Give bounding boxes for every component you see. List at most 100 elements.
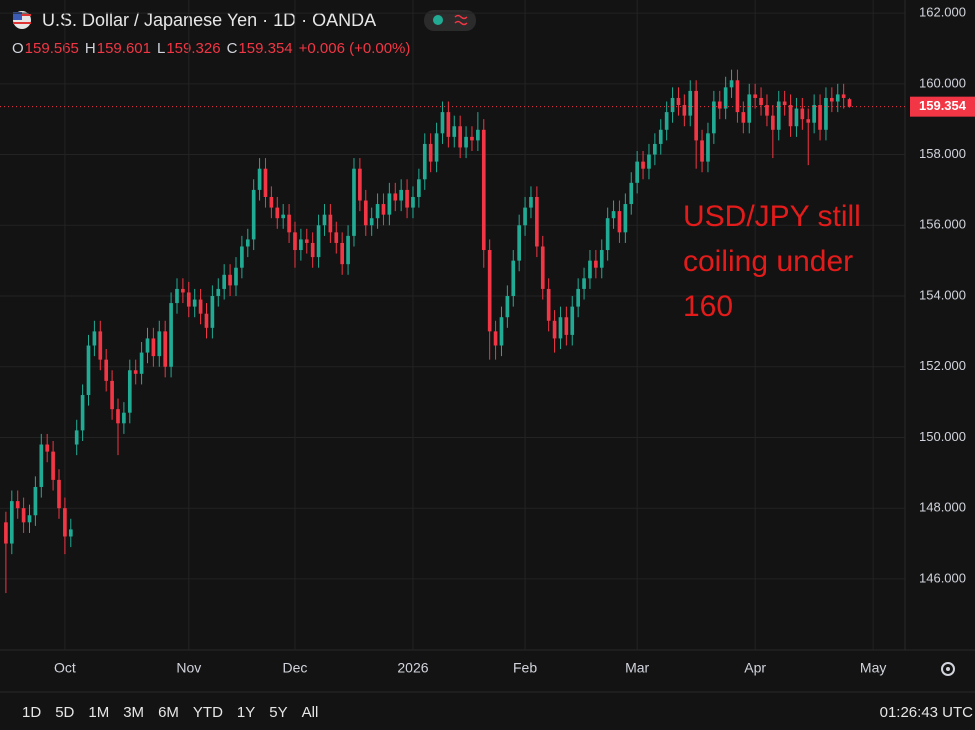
candle-body: [316, 225, 321, 258]
candle-body: [588, 260, 592, 279]
range-button[interactable]: 1Y: [237, 704, 255, 721]
candle-body: [741, 112, 746, 123]
annotation: coiling under: [683, 245, 853, 278]
candle-body: [653, 143, 657, 155]
status-dot: [433, 15, 443, 25]
candle-body: [629, 182, 634, 205]
range-button[interactable]: 5Y: [269, 704, 287, 721]
candle-body: [4, 522, 8, 544]
candle-body: [835, 94, 840, 102]
candle-body: [464, 136, 468, 148]
candle-body: [623, 204, 628, 233]
chart-title: U.S. Dollar / Japanese Yen · 1D · OANDA: [42, 10, 376, 30]
candle-body: [86, 345, 91, 396]
candle-body: [664, 112, 669, 130]
candle-body: [381, 204, 386, 215]
last-price-label: 159.354: [919, 98, 967, 113]
candle-body: [346, 235, 350, 265]
x-tick-label: Nov: [176, 660, 201, 676]
candle-body: [771, 115, 775, 130]
range-button[interactable]: 6M: [158, 704, 179, 721]
range-button[interactable]: YTD: [193, 704, 223, 721]
candle-body: [387, 193, 392, 215]
candle-body: [824, 97, 828, 130]
candle-body: [369, 218, 374, 226]
candle-body: [682, 105, 687, 116]
candle-body: [535, 196, 539, 247]
y-tick-label: 148.000: [919, 500, 966, 515]
settings-icon[interactable]: [941, 662, 955, 676]
candle-body: [257, 168, 262, 190]
candle-body: [540, 246, 545, 289]
candle-body: [782, 101, 787, 106]
candle-body: [352, 168, 356, 236]
candle-body: [63, 508, 67, 537]
candle-body: [434, 133, 439, 162]
candle-body: [157, 331, 162, 357]
candle-body: [552, 320, 557, 339]
candle-body: [210, 296, 215, 328]
range-button[interactable]: 3M: [123, 704, 144, 721]
candle-body: [717, 101, 722, 109]
candle-body: [712, 101, 716, 134]
candle-body: [33, 486, 38, 516]
candle-body: [729, 80, 734, 88]
candle-body: [487, 250, 492, 332]
candle-body: [647, 154, 651, 169]
candle-body: [281, 214, 286, 219]
candle-body: [198, 299, 203, 314]
candle-body: [15, 501, 20, 509]
candle-body: [92, 331, 97, 346]
range-button[interactable]: 1D: [22, 704, 41, 721]
range-button[interactable]: All: [302, 704, 319, 721]
range-button[interactable]: 5D: [55, 704, 74, 721]
candle-body: [670, 97, 675, 113]
candle-body: [263, 168, 268, 197]
range-button[interactable]: 1M: [88, 704, 109, 721]
candle-body: [104, 359, 109, 381]
y-tick-label: 150.000: [919, 429, 966, 444]
candle-body: [186, 292, 191, 307]
candle-body: [322, 214, 327, 226]
ohlc-key: O: [12, 40, 24, 57]
y-tick-label: 162.000: [919, 5, 966, 20]
candle-body: [216, 288, 221, 297]
candle-body: [169, 303, 173, 367]
candle-body: [74, 430, 79, 445]
candle-body: [594, 260, 598, 268]
candle-body: [611, 211, 616, 219]
candle-body: [139, 352, 144, 374]
candle-body: [694, 90, 698, 141]
candle-body: [251, 189, 256, 240]
candle-body: [753, 94, 757, 98]
candle-body: [505, 296, 510, 318]
candle-body: [51, 451, 55, 480]
candle-body: [110, 380, 114, 410]
candle-body: [481, 129, 486, 251]
candle-body: [440, 112, 445, 134]
status-icon: [454, 14, 468, 26]
ohlc-value: 159.326: [166, 40, 220, 57]
candle-body: [700, 140, 704, 162]
candle-body: [428, 143, 433, 162]
candle-body: [9, 501, 14, 544]
candle-body: [145, 338, 150, 353]
candle-body: [399, 189, 404, 201]
candle-body: [27, 515, 32, 523]
candle-body: [21, 508, 26, 523]
candle-body: [181, 288, 185, 293]
x-tick-label: May: [860, 660, 886, 676]
candle-body: [446, 112, 451, 137]
candle-body: [45, 444, 50, 452]
annotation: USD/JPY still: [683, 200, 861, 233]
candle-body: [841, 94, 846, 98]
candle-body: [133, 370, 138, 374]
ohlc-key: L: [157, 40, 165, 57]
candle-body: [127, 370, 132, 413]
candle-body: [363, 200, 368, 226]
x-tick-label: Oct: [54, 660, 76, 676]
candle-body: [393, 193, 398, 201]
candles: [4, 69, 852, 594]
candle-body: [328, 214, 333, 233]
